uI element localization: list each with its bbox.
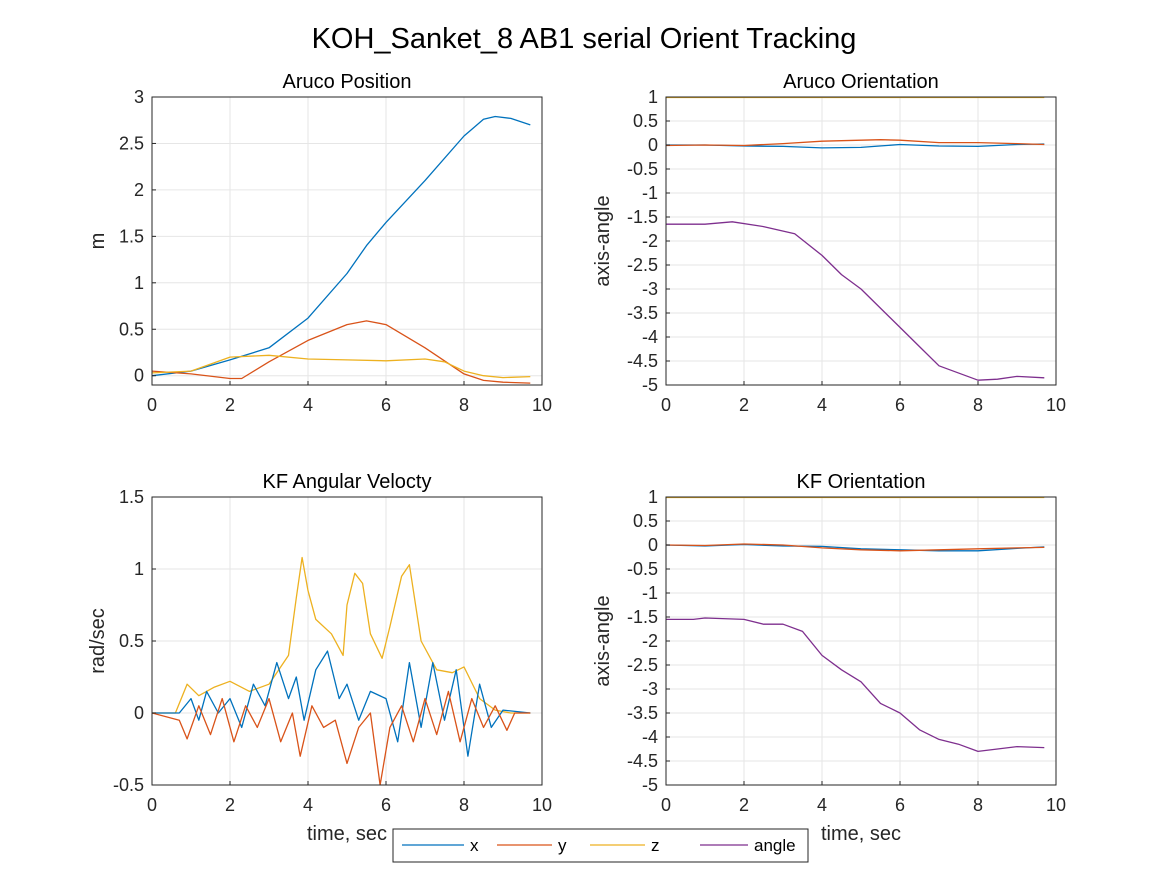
y-tick-label: 1	[134, 559, 144, 579]
y-tick-label: 0.5	[633, 111, 658, 131]
y-axis-label: axis-angle	[592, 595, 614, 686]
y-tick-label: -2.5	[627, 655, 658, 675]
panel-kf-angular-velocity: 0 2 4 6 8 10-0.500.511.5KF Angular Veloctyrad…	[87, 471, 552, 845]
x-tick-label: 8	[459, 395, 469, 415]
x-tick-label: 2	[225, 795, 235, 815]
panel-title: Aruco Position	[283, 71, 412, 93]
y-tick-label: 3	[134, 87, 144, 107]
series-line-z	[152, 354, 531, 379]
y-tick-label: -3	[642, 279, 658, 299]
series-line-x	[152, 650, 531, 757]
y-tick-label: 1	[648, 487, 658, 507]
series-line-y	[666, 139, 1045, 147]
x-axis-label: time, sec	[307, 823, 387, 845]
series-group	[152, 115, 531, 384]
y-tick-label: -1.5	[627, 207, 658, 227]
x-tick-label: 2	[739, 395, 749, 415]
y-tick-label: -5	[642, 775, 658, 795]
series-line-z	[152, 556, 531, 714]
legend-label-z: z	[651, 836, 660, 855]
x-tick-label: 8	[973, 395, 983, 415]
y-tick-label: 0	[648, 535, 658, 555]
y-tick-label: 0.5	[119, 319, 144, 339]
y-axis-label: rad/sec	[87, 608, 109, 674]
y-axis-label: axis-angle	[592, 195, 614, 286]
figure-title: KOH_Sanket_8 AB1 serial Orient Tracking	[312, 23, 857, 55]
y-tick-label: -0.5	[113, 775, 144, 795]
y-tick-label: 0	[134, 703, 144, 723]
y-tick-label: -3.5	[627, 303, 658, 323]
series-line-x	[152, 115, 531, 377]
x-tick-label: 4	[303, 795, 313, 815]
axes-box	[151, 96, 543, 386]
x-tick-label: 0	[661, 395, 671, 415]
x-tick-label: 8	[973, 795, 983, 815]
x-axis-label: time, sec	[821, 823, 901, 845]
y-tick-label: 2.5	[119, 133, 144, 153]
y-tick-label: 0	[134, 366, 144, 386]
y-tick-label: 1	[648, 87, 658, 107]
y-tick-label: 1.5	[119, 226, 144, 246]
x-tick-label: 10	[532, 795, 552, 815]
x-tick-label: 0	[147, 795, 157, 815]
y-tick-label: -1	[642, 183, 658, 203]
series-line-y	[666, 543, 1045, 552]
y-tick-label: 0.5	[633, 511, 658, 531]
legend-label-angle: angle	[754, 836, 796, 855]
y-tick-label: -4.5	[627, 351, 658, 371]
y-tick-label: 0.5	[119, 631, 144, 651]
panel-aruco-position: 0 2 4 6 8 10 0 0.5 1 1.5 2 2.5 3 Aruco Position m	[87, 71, 552, 415]
y-tick-label: -1	[642, 583, 658, 603]
panel-title: KF Orientation	[797, 471, 926, 493]
legend: x y z angle	[392, 828, 809, 863]
y-axis-label: m	[87, 233, 109, 250]
series-line-angle	[666, 617, 1045, 753]
y-tick-label: -1.5	[627, 607, 658, 627]
series-line-y	[152, 320, 531, 384]
x-tick-label: 4	[817, 795, 827, 815]
series-group	[152, 556, 531, 785]
panel-title: KF Angular Velocty	[263, 471, 432, 493]
x-tick-label: 8	[459, 795, 469, 815]
y-tick-label: -2	[642, 631, 658, 651]
legend-label-x: x	[470, 836, 479, 855]
y-tick-label: -2.5	[627, 255, 658, 275]
legend-label-y: y	[558, 836, 567, 855]
y-tick-label: -4	[642, 727, 658, 747]
x-tick-label: 6	[381, 395, 391, 415]
y-tick-label: -0.5	[627, 559, 658, 579]
x-tick-label: 2	[739, 795, 749, 815]
x-tick-label: 10	[532, 395, 552, 415]
panel-title: Aruco Orientation	[783, 71, 939, 93]
x-tick-label: 6	[895, 395, 905, 415]
x-tick-label: 6	[381, 795, 391, 815]
x-tick-label: 10	[1046, 795, 1066, 815]
panel-kf-orientation: 0 2 4 6 8 10 1 0.5 0 -0.5 -1 -1.5 -2 -2.5 -3 -3.5 -4 -4.5…	[592, 471, 1066, 845]
y-tick-label: -3	[642, 679, 658, 699]
x-tick-label: 4	[303, 395, 313, 415]
y-tick-label: 1.5	[119, 487, 144, 507]
panel-aruco-orientation: 0 2 4 6 8 10 1 0.5 0 -0.5 -1 -1.5 -2 -2.5 -3 -3.5 -4 -4.5…	[592, 71, 1066, 415]
x-tick-label: 4	[817, 395, 827, 415]
y-tick-label: 0	[648, 135, 658, 155]
x-tick-label: 10	[1046, 395, 1066, 415]
y-tick-label: -2	[642, 231, 658, 251]
y-tick-label: -5	[642, 375, 658, 395]
y-tick-label: -3.5	[627, 703, 658, 723]
x-tick-label: 6	[895, 795, 905, 815]
plot-area	[152, 97, 542, 385]
y-tick-label: -4	[642, 327, 658, 347]
series-line-angle	[666, 221, 1045, 381]
y-tick-label: 2	[134, 180, 144, 200]
x-tick-label: 0	[661, 795, 671, 815]
x-tick-label: 2	[225, 395, 235, 415]
y-tick-label: -4.5	[627, 751, 658, 771]
series-line-y	[152, 690, 531, 785]
x-tick-label: 0	[147, 395, 157, 415]
y-tick-label: 1	[134, 273, 144, 293]
y-tick-label: -0.5	[627, 159, 658, 179]
